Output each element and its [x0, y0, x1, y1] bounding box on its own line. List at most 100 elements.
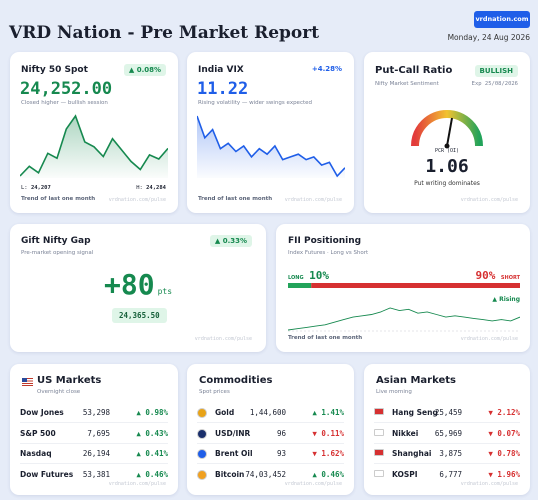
flag-canton [22, 378, 27, 382]
card-title: FII Positioning [288, 236, 362, 246]
gauge-label: PCR (OI) [434, 148, 460, 154]
divider [20, 442, 168, 444]
divider [20, 463, 168, 464]
change: ▼ 0.07% [488, 428, 520, 438]
unit: pts [157, 287, 173, 296]
card-title: Gift Nifty Gap [21, 236, 91, 246]
subtitle: Spot prices [199, 389, 230, 395]
vix-card: India VIX +4.28% 11.22 Rising volatility… [187, 52, 354, 213]
watermark: vrdnation.com/pulse [460, 481, 518, 487]
name: Dow Futures [20, 469, 74, 479]
change: ▼ 0.11% [312, 428, 344, 438]
pcr-card: Put-Call Ratio BULLISH Nifty Market Sent… [364, 52, 530, 213]
note: Put writing dominates [414, 180, 480, 187]
commodities-card: Commodities Spot prices Gold 1,44,600 ▲ 1.41… [187, 364, 354, 495]
level: 24,365.50 [112, 308, 167, 323]
name: Gold [215, 408, 235, 417]
sparkline-area [197, 116, 345, 178]
short: 90% SHORT [475, 264, 520, 283]
card-title: Nifty 50 Spot [21, 65, 88, 75]
card-title: US Markets [37, 375, 102, 386]
change: ▲ 1.41% [312, 408, 344, 417]
price: 25,459 [434, 408, 462, 417]
price: 96 [276, 428, 286, 438]
change: ▲ 0.41% [136, 449, 168, 458]
name: USD/INR [215, 428, 251, 438]
expiry: Exp 25/08/2026 [471, 81, 518, 87]
long: LONG 10% [288, 264, 329, 283]
watermark: vrdnation.com/pulse [460, 336, 518, 342]
divider [197, 463, 344, 464]
divider [197, 442, 344, 444]
label: SHORT [500, 275, 520, 281]
row-icon [374, 449, 384, 456]
long-short-bar [288, 283, 520, 288]
note: Rising volatility — wider swings expecte… [198, 100, 313, 106]
card-title: India VIX [198, 65, 244, 75]
watermark: vrdnation.com/pulse [284, 197, 342, 203]
nifty-card: Nifty 50 Spot ▲ 0.08% 24,252.00 Closed h… [10, 52, 178, 213]
change: ▼ 1.96% [488, 469, 520, 479]
price: 65,969 [434, 428, 462, 438]
market-row: Gold 1,44,600 ▲ 1.41% [197, 408, 344, 423]
subtitle: Live morning [376, 389, 412, 395]
name: S&P 500 [20, 428, 56, 438]
subtitle: Index Futures · Long vs Short [288, 250, 369, 256]
change: ▼ 1.62% [312, 449, 344, 458]
badge: ▲ 0.08% [123, 64, 166, 76]
row-icon [197, 408, 207, 418]
title: VRD Nation - Pre Market Report [9, 23, 320, 43]
value: 90% [475, 269, 496, 282]
price: 6,777 [439, 469, 462, 479]
price: 7,695 [87, 428, 110, 438]
subtitle: Pre-market opening signal [21, 250, 94, 256]
change: ▲ 0.43% [136, 428, 168, 438]
row-icon [374, 469, 384, 477]
market-row: Shanghai 3,875 ▼ 0.78% [374, 449, 520, 464]
needle-hub [444, 143, 450, 149]
name: Hang Seng [392, 408, 438, 417]
market-row: Hang Seng 25,459 ▼ 2.12% [374, 408, 520, 423]
us-markets-card: US Markets Overnight close Dow Jones 53,298… [10, 364, 178, 495]
row-icon [197, 469, 207, 480]
watermark: vrdnation.com/pulse [108, 197, 166, 203]
high: H: 24,284 [136, 185, 166, 191]
gauge-arc [411, 110, 483, 147]
sparkline-line [197, 115, 345, 178]
watermark: vrdnation.com/pulse [460, 197, 518, 203]
change: ▲ 0.98% [136, 408, 168, 417]
market-row: Bitcoin 74,03,452 ▲ 0.46% [197, 469, 344, 484]
price: 53,381 [82, 469, 110, 479]
gauge [411, 110, 483, 149]
name: Nikkei [392, 428, 419, 438]
footer: Trend of last one month [288, 335, 363, 341]
value: 24,252.00 [20, 79, 113, 99]
date: Monday, 24 Aug 2026 [447, 33, 530, 42]
label: L: [21, 185, 28, 191]
watermark: vrdnation.com/pulse [108, 481, 166, 487]
fii-card: FII Positioning Index Futures · Long vs … [276, 224, 530, 352]
market-row: KOSPI 6,777 ▼ 1.96% [374, 469, 520, 484]
price: 74,03,452 [245, 469, 286, 479]
change: ▼ 0.78% [488, 449, 520, 458]
badge: BULLISH [474, 65, 518, 77]
needle [446, 117, 453, 147]
footer: Trend of last one month [198, 196, 273, 202]
gift-card: Gift Nifty Gap ▲ 0.33% Pre-market openin… [10, 224, 266, 352]
sparkline [197, 115, 345, 178]
market-row: USD/INR 96 ▼ 0.11% [197, 428, 344, 444]
card-title: Commodities [199, 375, 273, 386]
price: 26,194 [82, 449, 110, 458]
market-row: Nasdaq 26,194 ▲ 0.41% [20, 449, 168, 464]
price: 3,875 [439, 449, 462, 458]
sparkline-line [20, 114, 168, 177]
site-button[interactable]: vrdnation.com [474, 11, 530, 28]
divider [374, 442, 520, 444]
sparkline [20, 114, 168, 178]
label: LONG [288, 275, 304, 281]
label: H: [136, 185, 143, 191]
row-icon [197, 428, 207, 439]
market-row: Dow Futures 53,381 ▲ 0.46% [20, 470, 168, 484]
price: 53,298 [82, 408, 110, 417]
name: Brent Oil [215, 449, 253, 458]
